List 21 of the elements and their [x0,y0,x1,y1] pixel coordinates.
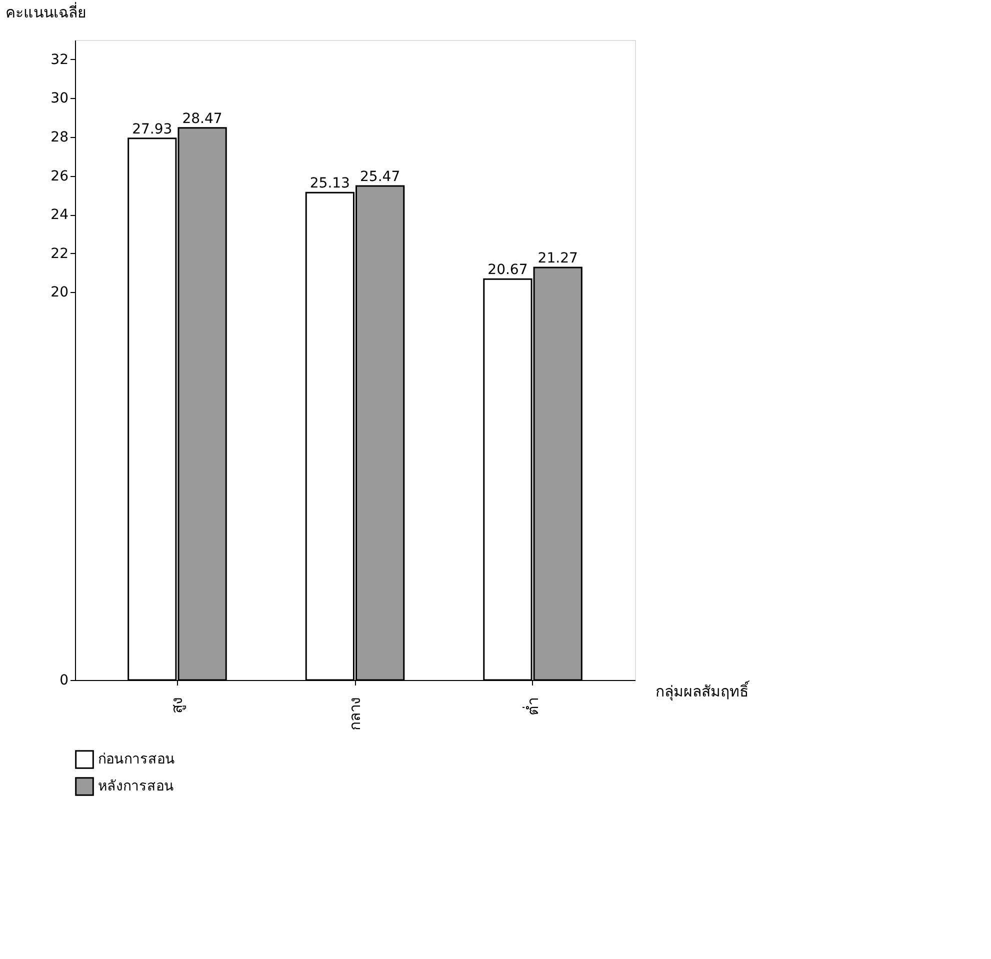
y-tick-label: 20 [50,284,68,301]
x-tick-label: ต่ำ [522,698,542,716]
data-label: 25.13 [310,176,350,192]
x-tick-label: สูง [168,698,186,714]
y-tick-label: 24 [50,207,69,224]
y-axis-title: คะแนนเฉลี่ย [6,2,86,22]
y-tick-label: 28 [50,129,68,146]
x-tick-label: กลาง [346,698,364,730]
y-tick-label: 22 [50,246,68,262]
data-label: 28.47 [182,110,222,127]
y-tick-label: 30 [50,90,68,107]
y-tick-label: 0 [60,672,68,688]
legend-label: หลังการสอน [98,778,174,794]
legend-label: ก่อนการสอน [98,752,175,768]
data-label: 21.27 [538,250,578,266]
y-tick-label: 26 [50,168,69,184]
data-label: 27.93 [132,121,172,138]
data-label: 20.67 [488,262,528,278]
data-label: 25.47 [360,169,400,186]
x-axis-title: กลุ่มผลสัมฤทธิ์ [656,680,750,702]
y-tick-label: 32 [50,52,68,68]
